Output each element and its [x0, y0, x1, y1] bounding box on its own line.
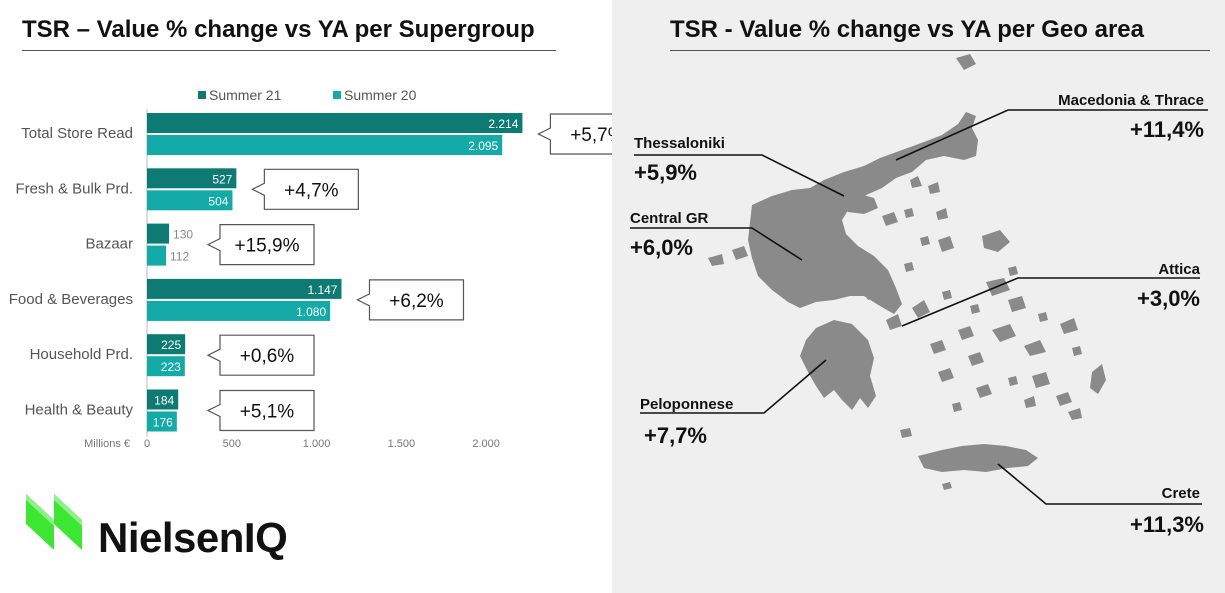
legend-label-1: Summer 20: [344, 87, 417, 103]
category-label: Fresh & Bulk Prd.: [15, 180, 133, 197]
callout-line-central: [630, 227, 803, 261]
bar-summer20: [147, 190, 233, 211]
nielseniq-logo-icon: [26, 494, 82, 550]
callout-line-thessaloniki: [634, 154, 845, 197]
nielseniq-logo: NielsenIQ: [24, 492, 334, 572]
change-callout-value: +4,7%: [284, 180, 339, 201]
region-name: Thessaloniki: [634, 135, 725, 152]
bar-value-label: 225: [161, 338, 181, 352]
region-change: +7,7%: [644, 423, 707, 448]
bar-value-label: 2.214: [488, 117, 518, 131]
change-callout-box: [356, 279, 465, 321]
bar-value-label: 527: [212, 172, 232, 186]
change-callout-value: +6,2%: [389, 291, 444, 312]
bar-value-label: 223: [161, 360, 181, 374]
x-tick-label: 500: [223, 438, 241, 450]
callout-line-peloponnese: [640, 359, 827, 414]
bar-summer20: [147, 300, 331, 321]
change-callout-value: +5,1%: [240, 402, 295, 423]
region-callouts: [630, 109, 1208, 505]
geo-title-rule: [670, 50, 1210, 51]
region-change: +5,9%: [634, 160, 697, 185]
bar-value-label: 1.147: [307, 283, 337, 297]
change-callout-box: [206, 334, 315, 376]
region-labels: Macedonia & Thrace +11,4% Thessaloniki +5,9…: [630, 92, 1204, 537]
region-name: Central GR: [630, 210, 709, 227]
bar-value-label: 2.095: [468, 139, 498, 153]
x-tick-label: 0: [144, 438, 150, 450]
change-callout-box: [206, 389, 315, 432]
bar-summer21: [147, 278, 342, 299]
x-tick-label: 1.500: [388, 438, 416, 450]
x-tick-label: 1.000: [303, 438, 331, 450]
region-name: Attica: [1158, 261, 1200, 278]
bar-summer21: [147, 113, 523, 133]
category-label: Total Store Read: [21, 125, 133, 142]
region-name: Peloponnese: [640, 396, 733, 413]
region-change: +6,0%: [630, 235, 693, 260]
bar-value-label: 184: [154, 394, 174, 408]
region-name: Macedonia & Thrace: [1058, 92, 1204, 109]
change-callout-value: +5,7%: [570, 125, 612, 146]
nielseniq-logo-text: NielsenIQ: [98, 514, 288, 561]
category-label: Bazaar: [85, 236, 133, 253]
bar-value-label: 1.080: [296, 305, 326, 319]
bar-value-label: 176: [153, 416, 173, 430]
change-callout-value: +0,6%: [240, 346, 295, 367]
geo-title: TSR - Value % change vs YA per Geo area: [670, 16, 1144, 43]
region-change: +3,0%: [1137, 286, 1200, 311]
bar-summer21: [147, 334, 186, 355]
callout-line-macedonia: [895, 109, 1208, 161]
greece-map: Macedonia & Thrace +11,4% Thessaloniki +5,9…: [630, 54, 1208, 537]
legend-swatch-1: [333, 91, 341, 99]
geo-panel: TSR - Value % change vs YA per Geo area: [612, 0, 1225, 593]
region-change: +11,4%: [1130, 117, 1204, 142]
legend-swatch-0: [198, 91, 206, 99]
greece-landmass: [708, 54, 1106, 490]
change-callout-box: [537, 113, 612, 155]
callout-line-attica: [901, 277, 1200, 327]
bar-value-label: 504: [208, 194, 228, 208]
supergroup-title-rule: [22, 50, 556, 51]
category-label: Household Prd.: [30, 346, 133, 363]
bar-summer20: [147, 135, 503, 155]
bar-summer21: [147, 168, 237, 189]
bar-summer20: [147, 356, 185, 377]
bar-value-label: 130: [173, 228, 193, 242]
x-tick-label: 2.000: [472, 438, 500, 450]
bar-summer21: [147, 223, 170, 244]
change-callout-box: [251, 168, 359, 210]
supergroup-title: TSR – Value % change vs YA per Supergrou…: [22, 16, 535, 43]
callout-line-crete: [997, 463, 1202, 505]
bar-summer20: [147, 245, 166, 266]
legend-label-0: Summer 21: [209, 87, 282, 103]
change-callout-value: +15,9%: [235, 236, 300, 257]
region-change: +11,3%: [1130, 512, 1204, 537]
bar-summer21: [147, 389, 179, 410]
category-label: Health & Beauty: [25, 402, 134, 419]
bar-value-label: 112: [170, 250, 189, 264]
supergroup-panel: TSR – Value % change vs YA per Supergrou…: [0, 0, 612, 593]
region-name: Crete: [1162, 485, 1200, 502]
bar-summer20: [147, 411, 177, 432]
x-axis-title: Millions €: [84, 438, 130, 450]
category-label: Food & Beverages: [9, 291, 133, 308]
supergroup-bar-chart: Summer 21 Summer 20 Total Store Read 2.214 2…: [9, 87, 612, 450]
change-callout-box: [206, 224, 315, 266]
